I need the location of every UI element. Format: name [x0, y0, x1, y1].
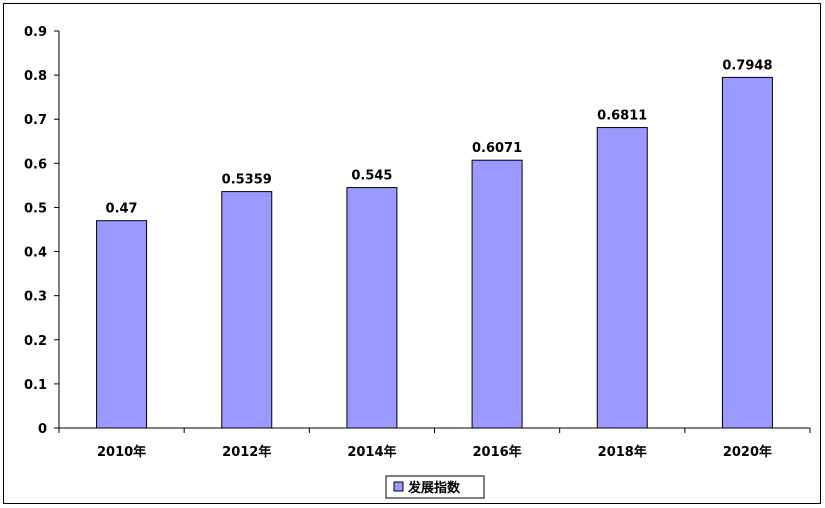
y-tick-label: 0.1	[24, 378, 47, 393]
x-tick-label: 2018年	[598, 444, 647, 460]
y-tick-label: 0.6	[24, 157, 47, 172]
legend-box	[385, 475, 485, 499]
x-tick-label: 2020年	[723, 444, 772, 460]
x-tick-label: 2016年	[472, 444, 521, 460]
x-tick-label: 2014年	[347, 444, 396, 460]
data-label: 0.6811	[597, 109, 647, 124]
y-tick-label: 0	[38, 422, 47, 437]
data-label: 0.545	[351, 169, 392, 184]
bar	[721, 76, 773, 429]
legend-swatch	[393, 481, 404, 492]
y-tick-label: 0.2	[24, 334, 47, 349]
bar	[471, 159, 523, 429]
data-label: 0.5359	[222, 173, 272, 188]
x-axis: 2010年 2012年 2014年 2016年 2018年 2020年	[58, 427, 811, 460]
y-tick-label: 0.9	[24, 25, 47, 40]
bars	[96, 76, 773, 429]
data-label: 0.47	[106, 202, 138, 217]
bar	[96, 220, 148, 429]
y-tick-label: 0.7	[24, 113, 47, 128]
data-label: 0.6071	[472, 141, 522, 156]
x-tick-label: 2012年	[222, 444, 271, 460]
x-tick-label: 2010年	[97, 444, 146, 460]
bar	[346, 187, 398, 429]
y-tick-label: 0.8	[24, 69, 47, 84]
data-label: 0.7948	[722, 58, 772, 73]
y-axis: 0 0.1 0.2 0.3 0.4 0.5 0.6 0.7 0.8 0.9	[24, 25, 60, 437]
y-tick-label: 0.5	[24, 201, 47, 216]
legend-label: 发展指数	[407, 480, 461, 496]
legend: 发展指数	[385, 475, 485, 499]
data-labels: 0.47 0.5359 0.545 0.6071 0.6811 0.7948	[106, 58, 773, 216]
y-tick-label: 0.3	[24, 290, 47, 305]
bar	[221, 191, 273, 429]
bar	[596, 127, 648, 429]
y-tick-label: 0.4	[24, 246, 47, 261]
